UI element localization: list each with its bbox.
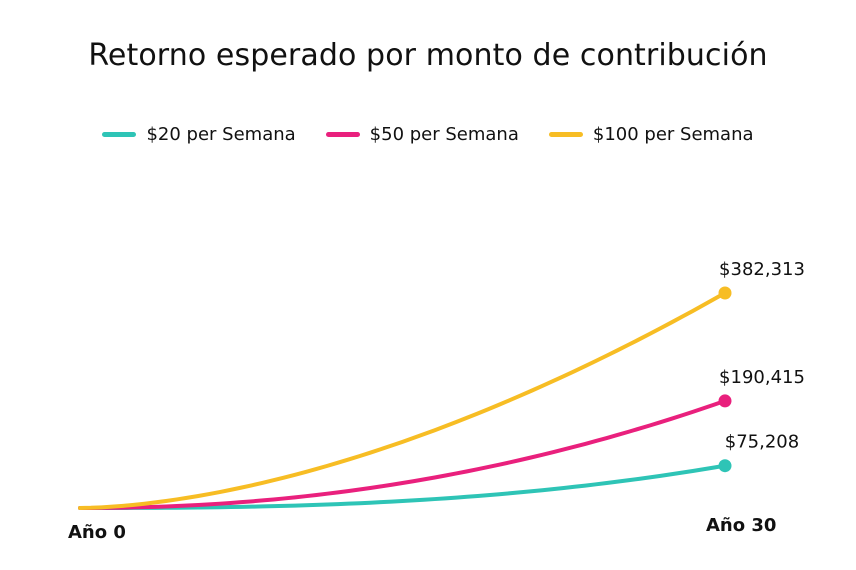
data-label-100: $382,313 [719, 259, 805, 280]
series-line-50 [78, 398, 727, 510]
legend-swatch-50 [325, 132, 360, 137]
series-end-point-100 [718, 286, 732, 300]
chart-title: Retorno esperado por monto de contribuci… [88, 38, 768, 73]
data-label-20: $75,208 [725, 432, 799, 453]
chart-legend: $20 per Semana $50 per Semana $100 per S… [0, 124, 856, 145]
series-end-point-20 [718, 459, 732, 473]
legend-item-100: $100 per Semana [548, 124, 754, 145]
data-label-50: $190,415 [719, 367, 805, 388]
x-tick-label-end: Año 30 [706, 515, 776, 536]
legend-label-50: $50 per Semana [369, 124, 519, 145]
series-end-point-50 [718, 394, 732, 408]
x-tick-label-start: Año 0 [68, 522, 126, 543]
legend-swatch-20 [102, 132, 137, 137]
legend-item-50: $50 per Semana [325, 124, 519, 145]
series-line-20 [78, 463, 727, 510]
legend-item-20: $20 per Semana [102, 124, 296, 145]
legend-label-20: $20 per Semana [146, 124, 296, 145]
series-line-100 [78, 291, 727, 510]
series-layer: $75,208 $190,415 $382,313 [78, 259, 805, 510]
legend-label-100: $100 per Semana [592, 124, 754, 145]
legend-swatch-100 [548, 132, 583, 137]
